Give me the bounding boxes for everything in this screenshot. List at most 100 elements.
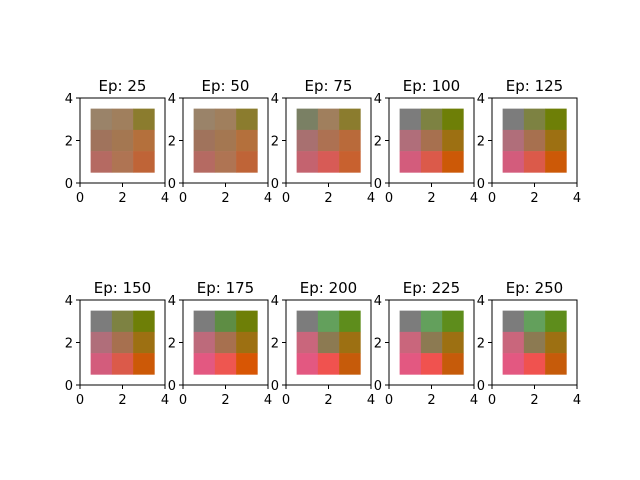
subplot-title: Ep: 150 <box>94 279 151 297</box>
x-tick-label: 4 <box>470 191 478 206</box>
heatmap-cell <box>111 151 134 173</box>
heatmap-cell <box>236 151 258 173</box>
x-tick-label: 0 <box>76 393 84 408</box>
heatmap-cell <box>236 353 258 375</box>
y-tick-label: 2 <box>271 135 279 150</box>
heatmap-cell <box>399 129 422 152</box>
heatmap-cell <box>111 129 134 152</box>
heatmap-cell <box>133 310 155 333</box>
heatmap-cell <box>502 331 525 354</box>
subplot-title: Ep: 175 <box>197 279 254 297</box>
heatmap-cell <box>133 331 155 354</box>
heatmap-cell <box>317 353 340 375</box>
x-tick-label: 0 <box>385 393 393 408</box>
heatmap-cell <box>442 151 464 173</box>
heatmap-cell <box>339 310 361 333</box>
heatmap-cell <box>317 331 340 354</box>
heatmap-cell <box>545 353 567 375</box>
heatmap-cell <box>502 108 525 131</box>
x-tick-label: 4 <box>573 393 581 408</box>
subplot-title: Ep: 125 <box>506 77 563 95</box>
y-tick-label: 0 <box>271 177 279 192</box>
heatmap-cell <box>317 151 340 173</box>
y-tick-label: 4 <box>271 92 279 107</box>
heatmap-cell <box>236 331 258 354</box>
heatmap-cell <box>442 310 464 333</box>
heatmap-cell <box>296 108 319 131</box>
heatmap-cell <box>296 353 319 375</box>
subplot-5: 0 2 4 0 2 4 Ep: 125 <box>477 77 581 206</box>
heatmap-cell <box>399 151 422 173</box>
x-tick-label: 4 <box>367 393 375 408</box>
heatmap-cell <box>420 353 443 375</box>
heatmap-cell <box>296 129 319 152</box>
y-tick-label: 0 <box>65 177 73 192</box>
heatmap-cell <box>399 331 422 354</box>
y-tick-label: 0 <box>374 379 382 394</box>
heatmap-cell <box>317 129 340 152</box>
x-tick-label: 0 <box>488 191 496 206</box>
heatmap-cell <box>502 310 525 333</box>
x-tick-label: 4 <box>161 393 169 408</box>
x-tick-label: 4 <box>161 191 169 206</box>
y-tick-label: 4 <box>65 294 73 309</box>
y-tick-label: 4 <box>477 294 485 309</box>
heatmap-cell <box>133 353 155 375</box>
y-tick-label: 4 <box>374 294 382 309</box>
x-tick-label: 2 <box>324 393 332 408</box>
heatmap-cell <box>399 353 422 375</box>
heatmap-cell <box>236 108 258 131</box>
y-tick-label: 4 <box>374 92 382 107</box>
heatmap-cell <box>399 108 422 131</box>
heatmap-cell <box>545 331 567 354</box>
heatmap-cell <box>502 129 525 152</box>
heatmap-cell <box>545 151 567 173</box>
y-tick-label: 2 <box>374 337 382 352</box>
subplot-1: 0 2 4 0 2 4 Ep: 25 <box>65 77 169 206</box>
y-tick-label: 0 <box>65 379 73 394</box>
y-tick-label: 4 <box>477 92 485 107</box>
subplot-title: Ep: 200 <box>300 279 357 297</box>
heatmap-cell <box>193 108 216 131</box>
heatmap-cell <box>339 129 361 152</box>
subplot-title: Ep: 75 <box>305 77 353 95</box>
heatmap-cell <box>111 353 134 375</box>
heatmap-cell <box>339 151 361 173</box>
x-tick-label: 2 <box>221 191 229 206</box>
x-tick-label: 0 <box>179 191 187 206</box>
heatmap-cell <box>90 108 113 131</box>
y-tick-label: 2 <box>65 337 73 352</box>
x-tick-label: 4 <box>470 393 478 408</box>
heatmap-cell <box>236 310 258 333</box>
subplot-9: 0 2 4 0 2 4 Ep: 225 <box>374 279 478 408</box>
heatmap-cell <box>442 129 464 152</box>
heatmap-cell <box>111 331 134 354</box>
subplot-7: 0 2 4 0 2 4 Ep: 175 <box>168 279 272 408</box>
heatmap-cell <box>111 108 134 131</box>
heatmap-cell <box>420 108 443 131</box>
heatmap-cell <box>442 108 464 131</box>
heatmap-cell <box>193 151 216 173</box>
subplot-3: 0 2 4 0 2 4 Ep: 75 <box>271 77 375 206</box>
heatmap-cell <box>133 129 155 152</box>
heatmap-cell <box>339 353 361 375</box>
heatmap-cell <box>90 310 113 333</box>
heatmap-cell <box>296 310 319 333</box>
heatmap-cell <box>90 129 113 152</box>
y-tick-label: 0 <box>477 379 485 394</box>
heatmap-cell <box>420 129 443 152</box>
heatmap-cell <box>545 108 567 131</box>
heatmap-cell <box>502 353 525 375</box>
heatmap-cell <box>523 331 546 354</box>
heatmap-cell <box>236 129 258 152</box>
heatmap-cell <box>545 129 567 152</box>
subplot-title: Ep: 250 <box>506 279 563 297</box>
x-tick-label: 2 <box>118 393 126 408</box>
y-tick-label: 4 <box>271 294 279 309</box>
subplot-10: 0 2 4 0 2 4 Ep: 250 <box>477 279 581 408</box>
y-tick-label: 0 <box>477 177 485 192</box>
y-tick-label: 2 <box>168 337 176 352</box>
heatmap-cell <box>214 108 237 131</box>
heatmap-cell <box>133 108 155 131</box>
